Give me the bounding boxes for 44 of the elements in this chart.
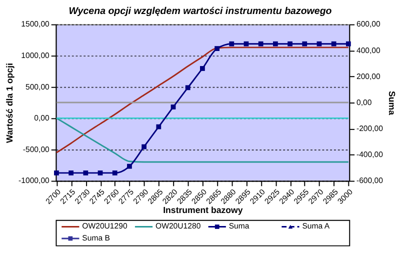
y-tick-label: 1500,00 [21, 20, 50, 29]
point [244, 41, 249, 46]
y2-tick-label: 200,00 [356, 72, 382, 81]
point [156, 124, 162, 130]
x-axis-title: Instrument bazowy [163, 204, 243, 215]
point [112, 170, 118, 176]
y-tick-label: 0,00 [34, 114, 50, 123]
point [346, 41, 351, 46]
point [229, 41, 234, 46]
chart-title: Wycena opcji względem wartości instrumentu bazowego [68, 6, 332, 18]
y-tick-label: 1000,00 [21, 51, 50, 60]
point [272, 41, 278, 46]
y2-tick-label: -600,00 [356, 176, 384, 186]
point [288, 41, 292, 46]
y2-tick-label: -200,00 [356, 124, 384, 134]
point [331, 41, 336, 46]
legend-label: Suma [228, 222, 250, 231]
point [185, 85, 190, 90]
point [83, 170, 88, 176]
y2-tick-label: -400,00 [356, 150, 384, 160]
point [54, 170, 59, 176]
y-tick-label: 500,00 [25, 82, 50, 92]
legend-label: OW20U1280 [156, 222, 202, 231]
legend-label: Suma B [82, 233, 110, 242]
y2-tick-label: 600,00 [356, 20, 382, 29]
point [200, 66, 205, 71]
point [98, 170, 103, 176]
legend-label: Suma A [302, 222, 330, 231]
legend-label: OW20U1290 [82, 222, 128, 231]
point [68, 170, 74, 176]
y-tick-label: -500,00 [22, 144, 50, 154]
point [302, 41, 308, 46]
y-tick-label: -1000,00 [18, 176, 50, 186]
point [214, 46, 220, 51]
y2-tick-label: 400,00 [356, 46, 382, 55]
y2-tick-label: 0,00 [356, 98, 372, 107]
point [170, 104, 176, 110]
point [127, 164, 132, 169]
point [142, 144, 146, 150]
point [258, 41, 264, 46]
line-series [56, 117, 350, 163]
y2-axis-title: Suma [386, 91, 397, 116]
y-axis-title: Wartość dla 1 opcji [4, 63, 15, 143]
point [316, 41, 322, 46]
